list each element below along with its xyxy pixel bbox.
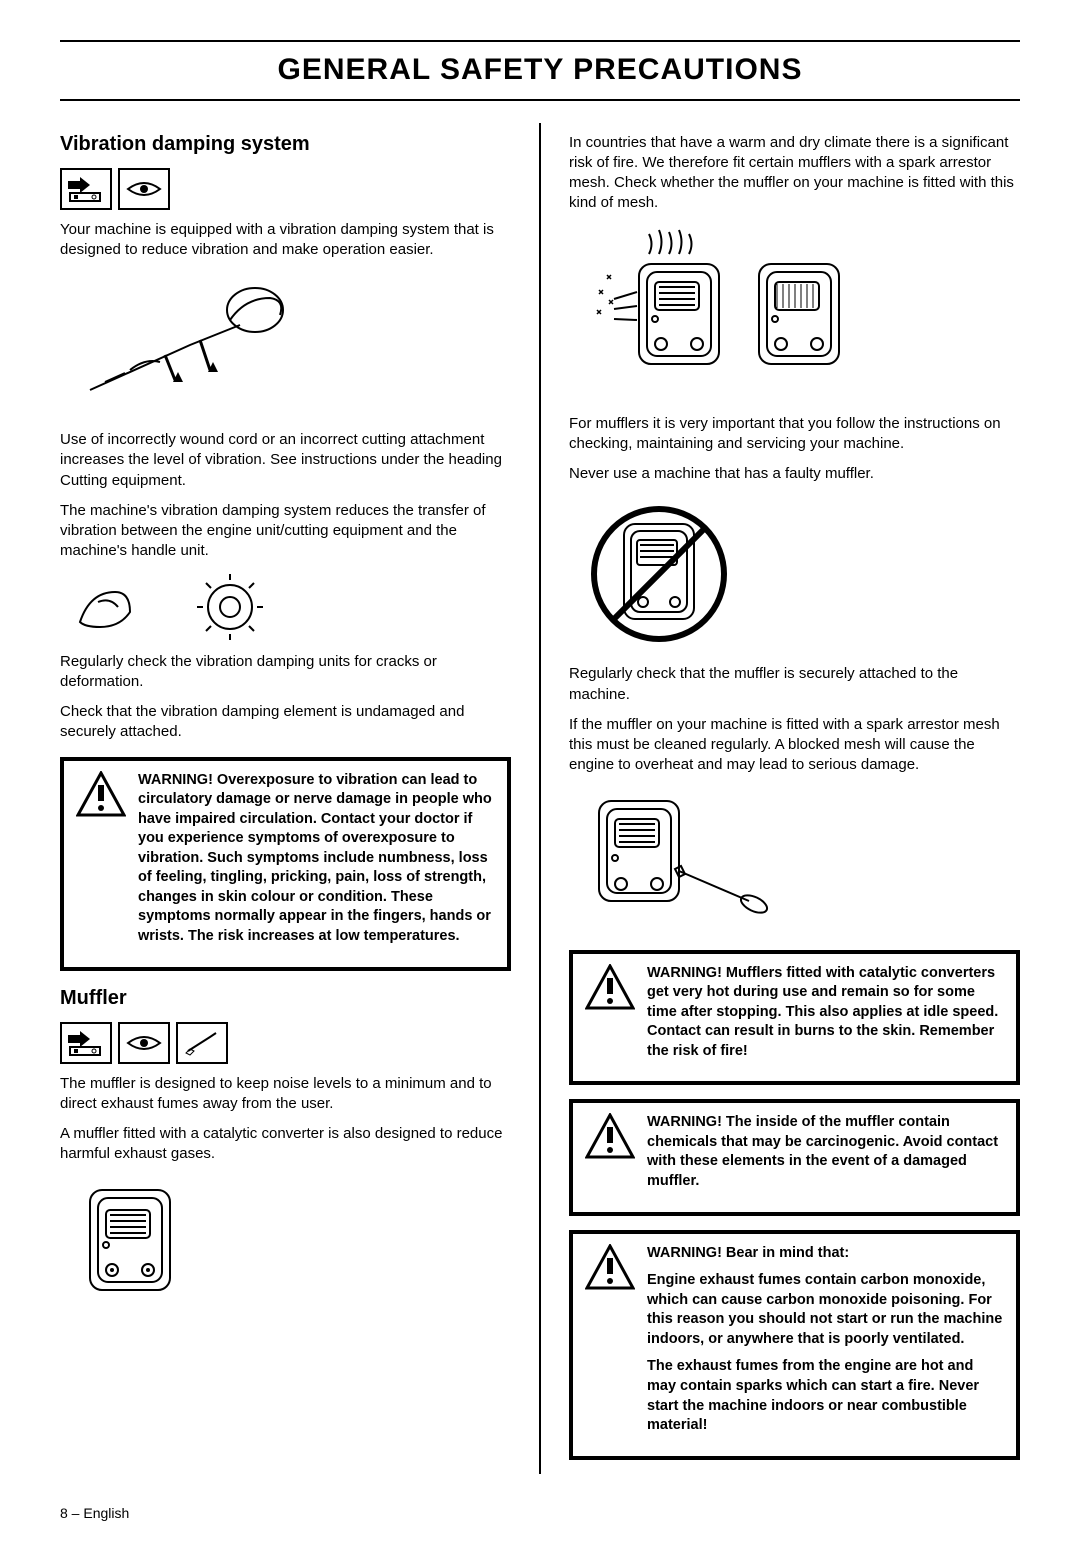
warning-chemicals-text: WARNING! The inside of the muffler conta… [647,1113,1004,1191]
warning-catalytic-text: WARNING! Mufflers fitted with catalytic … [647,964,1004,1062]
warning-exhaust-a: WARNING! Bear in mind that: [647,1244,1004,1264]
damper-illustration [70,572,300,642]
right-p3: Never use a machine that has a faulty mu… [569,464,1020,484]
warning-exhaust-b: Engine exhaust fumes contain carbon mono… [647,1271,1004,1349]
warning-vibration: WARNING! Overexposure to vibration can l… [60,757,511,971]
right-p5: If the muffler on your machine is fitted… [569,715,1020,776]
page-title: GENERAL SAFETY PRECAUTIONS [60,50,1020,91]
footer-sep: – [68,1505,84,1521]
warning-exhaust-c: The exhaust fumes from the engine are ho… [647,1357,1004,1435]
right-p4: Regularly check that the muffler is secu… [569,664,1020,705]
warning-triangle-icon [76,771,126,823]
warning-chemicals: WARNING! The inside of the muffler conta… [569,1099,1020,1215]
no-faulty-muffler-illustration [579,494,739,654]
manual-icon [60,168,112,210]
warning-catalytic: WARNING! Mufflers fitted with catalytic … [569,950,1020,1086]
vibration-p1: Your machine is equipped with a vibratio… [60,220,511,261]
muffler-p1: The muffler is designed to keep noise le… [60,1074,511,1115]
manual-icon [60,1022,112,1064]
muffler-icon-row [60,1022,511,1064]
trimmer-illustration [70,270,350,420]
page-number: 8 [60,1505,68,1521]
vibration-p4: Regularly check the vibration damping un… [60,652,511,693]
eye-icon [118,1022,170,1064]
vibration-p2: Use of incorrectly wound cord or an inco… [60,430,511,491]
eye-icon [118,168,170,210]
column-divider [539,123,541,1474]
warning-triangle-icon [585,1244,635,1296]
heading-muffler: Muffler [60,985,511,1012]
vibration-p3: The machine's vibration damping system r… [60,501,511,562]
muffler-clean-illustration [579,786,779,936]
right-p2: For mufflers it is very important that y… [569,414,1020,455]
warning-triangle-icon [585,964,635,1016]
vibration-p5: Check that the vibration damping element… [60,702,511,743]
footer-lang: English [83,1505,129,1521]
right-p1: In countries that have a warm and dry cl… [569,133,1020,214]
content-columns: Vibration damping system Your machine is… [60,123,1020,1474]
warning-triangle-icon [585,1113,635,1165]
left-column: Vibration damping system Your machine is… [60,123,511,1474]
right-column: In countries that have a warm and dry cl… [569,123,1020,1474]
top-rule [60,40,1020,42]
heading-vibration: Vibration damping system [60,131,511,158]
muffler-p2: A muffler fitted with a catalytic conver… [60,1124,511,1165]
warning-vibration-text: WARNING! Overexposure to vibration can l… [138,771,495,947]
muffler-illustration [70,1175,190,1305]
vibration-icon-row [60,168,511,210]
page-footer: 8 – English [60,1504,1020,1523]
warning-exhaust: WARNING! Bear in mind that: Engine exhau… [569,1230,1020,1460]
muffler-heat-illustration [579,224,899,404]
brush-icon [176,1022,228,1064]
mid-rule [60,99,1020,101]
